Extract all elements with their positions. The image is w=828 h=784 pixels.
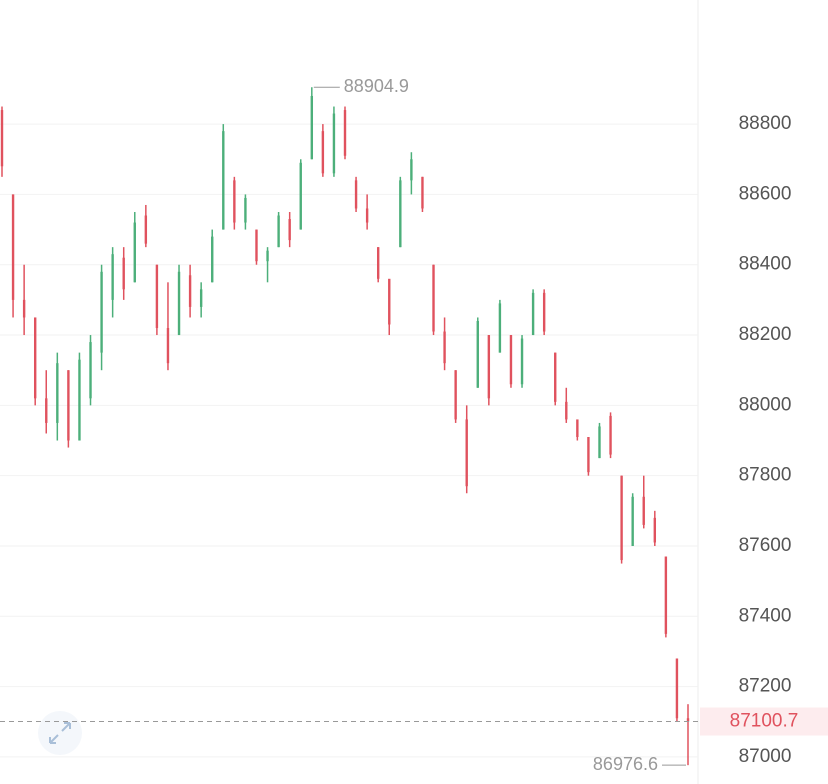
candle-body <box>476 320 479 388</box>
candle-body <box>487 335 491 399</box>
candle-body <box>33 317 37 399</box>
candle-body <box>299 162 302 230</box>
candle-body <box>233 180 236 223</box>
candle-body <box>587 437 590 473</box>
candle-body <box>45 398 48 423</box>
candle-body <box>244 197 247 223</box>
candle-body <box>266 250 269 262</box>
candle-body <box>675 658 679 719</box>
candle-body <box>598 426 601 459</box>
candle-body <box>199 289 203 307</box>
candle-body <box>211 236 214 283</box>
min-label: 86976.6 <box>593 754 658 774</box>
candle-body <box>343 110 347 156</box>
current-price-label: 87100.7 <box>730 711 799 732</box>
candle-body <box>188 275 192 307</box>
y-tick-label: 88800 <box>739 113 792 134</box>
candle-body <box>531 292 535 336</box>
candle-body <box>609 415 612 455</box>
candle-body <box>89 342 92 399</box>
y-tick-label: 87200 <box>739 676 792 697</box>
candle-body <box>410 159 413 181</box>
candle-body <box>111 254 114 300</box>
candle-body <box>56 363 59 423</box>
y-tick-label: 87400 <box>739 605 792 626</box>
candle-body <box>144 215 148 244</box>
y-tick-label: 88000 <box>739 394 792 415</box>
current-price-box <box>700 707 828 736</box>
candle-body <box>542 292 546 332</box>
y-tick-label: 88200 <box>739 324 792 345</box>
candle-body <box>177 271 181 336</box>
y-tick-label: 88600 <box>739 183 792 204</box>
candle-body <box>22 299 26 318</box>
expand-button[interactable] <box>38 711 82 755</box>
y-tick-label: 87000 <box>739 746 792 767</box>
candle-body <box>354 180 358 209</box>
max-label: 88904.9 <box>344 76 409 96</box>
candle-body <box>122 257 125 290</box>
candle-body <box>520 338 524 385</box>
candle-body <box>155 264 159 329</box>
y-tick-label: 87600 <box>739 535 792 556</box>
candle-body <box>664 556 668 634</box>
candle-body <box>498 303 502 353</box>
candle-body <box>277 215 280 248</box>
y-tick-label: 87800 <box>739 465 792 486</box>
candle-body <box>255 229 258 262</box>
candle-body <box>509 335 513 385</box>
candle-body <box>554 352 557 402</box>
candle-body <box>166 328 170 364</box>
candle-body <box>399 180 402 248</box>
candle-body <box>133 222 136 283</box>
candle-body <box>310 95 314 160</box>
candle-body <box>565 401 568 420</box>
candle-body <box>432 264 435 332</box>
candle-body <box>642 496 645 525</box>
candle-body <box>388 278 391 325</box>
candle-body <box>100 271 103 353</box>
candle-body <box>78 359 81 441</box>
candle-body <box>332 113 336 174</box>
candle-body <box>620 475 623 561</box>
candle-body <box>376 247 380 279</box>
candle-body <box>686 718 690 722</box>
candle-body <box>67 370 70 441</box>
y-tick-label: 88400 <box>739 254 792 275</box>
candle-body <box>454 370 457 420</box>
candle-body <box>321 131 325 174</box>
candle-body <box>653 517 657 543</box>
candle-body <box>443 331 446 364</box>
candle-body <box>0 110 4 167</box>
candle-body <box>288 219 291 241</box>
candle-body <box>421 176 424 209</box>
candle-body <box>465 419 468 487</box>
candle-body <box>576 419 579 438</box>
candle-body <box>365 208 369 223</box>
candle-body <box>11 194 15 300</box>
candle-body <box>631 496 634 546</box>
candle-body <box>222 131 225 230</box>
